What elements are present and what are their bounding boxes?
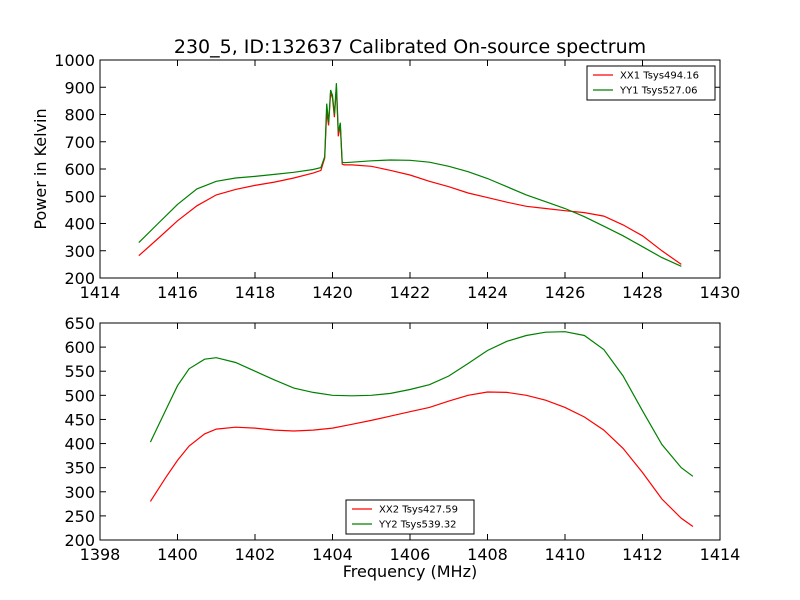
- panel-1-legend-box: [586, 65, 716, 101]
- legend-entry-label: YY1 Tsys527.06: [619, 86, 698, 97]
- x-tick-label: 1412: [622, 545, 663, 564]
- y-tick-label: 650: [64, 314, 95, 333]
- x-tick-label: 1414: [700, 545, 741, 564]
- x-tick-label: 1428: [622, 283, 663, 302]
- legend-entry-label: YY2 Tsys539.32: [378, 520, 457, 531]
- panel-1-series-line-2: [138, 83, 682, 267]
- x-tick-label: 1424: [467, 283, 508, 302]
- x-axis-label: Frequency (MHz): [343, 562, 477, 581]
- panel-1: 1414 1416 1418 1420 1422 1424 1426 1428 1430 200 3…: [54, 51, 740, 302]
- y-axis-label: Power in Kelvin: [31, 108, 50, 229]
- x-tick-label: 1420: [312, 283, 353, 302]
- y-tick-label: 550: [64, 362, 95, 381]
- y-tick-label: 800: [64, 106, 95, 125]
- x-tick-label: 1416: [157, 283, 198, 302]
- panel-2: 1398 1400 1402 1404 1406 1408 1410 1412 1414 200 2…: [64, 314, 740, 564]
- y-tick-label: 400: [64, 215, 95, 234]
- y-tick-label: 500: [64, 187, 95, 206]
- legend-entry-label: XX2 Tsys427.59: [379, 505, 458, 516]
- x-tick-label: 1414: [80, 283, 121, 302]
- y-tick-label: 900: [64, 78, 95, 97]
- x-tick-label: 1418: [235, 283, 276, 302]
- y-tick-label: 500: [64, 386, 95, 405]
- y-tick-label: 300: [64, 242, 95, 261]
- y-tick-label: 200: [64, 269, 95, 288]
- y-tick-label: 700: [64, 133, 95, 152]
- y-tick-label: 400: [64, 435, 95, 454]
- y-tick-label: 600: [64, 338, 95, 357]
- x-tick-label: 1398: [80, 545, 121, 564]
- x-tick-label: 1408: [467, 545, 508, 564]
- legend-entry-label: XX1 Tsys494.16: [620, 71, 699, 82]
- x-tick-label: 1400: [157, 545, 198, 564]
- panel-2-legend-box: [345, 499, 475, 535]
- y-tick-label: 200: [64, 531, 95, 550]
- x-tick-label: 1410: [545, 545, 586, 564]
- x-tick-label: 1426: [545, 283, 586, 302]
- x-tick-label: 1402: [235, 545, 276, 564]
- panel-2-series-line-2: [149, 331, 694, 477]
- x-tick-label: 1404: [312, 545, 353, 564]
- x-tick-label: 1430: [700, 283, 741, 302]
- panel-2-series-line-1: [149, 391, 694, 527]
- plot-panels: 1414 1416 1418 1420 1422 1424 1426 1428 1430 200 3…: [54, 51, 740, 564]
- x-tick-label: 1422: [390, 283, 431, 302]
- y-tick-label: 300: [64, 483, 95, 502]
- figure-title: 230_5, ID:132637 Calibrated On-source sp…: [174, 36, 646, 58]
- y-tick-label: 250: [64, 507, 95, 526]
- y-tick-label: 600: [64, 160, 95, 179]
- y-tick-label: 450: [64, 410, 95, 429]
- x-tick-label: 1406: [390, 545, 431, 564]
- y-tick-label: 1000: [54, 51, 95, 70]
- y-tick-label: 350: [64, 459, 95, 478]
- panel-1-series-line-1: [138, 87, 682, 265]
